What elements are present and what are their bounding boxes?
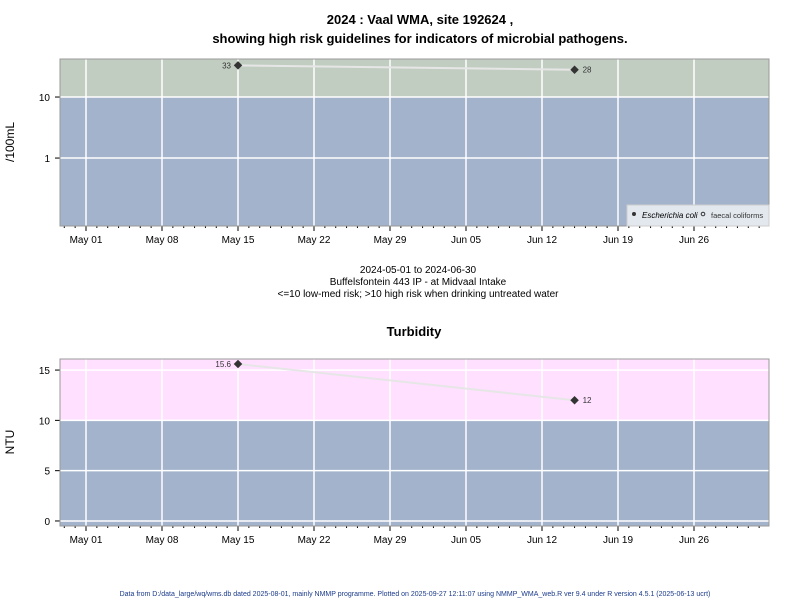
x-tick-label: Jun 12 (527, 235, 557, 246)
x-tick-label: May 01 (70, 235, 103, 246)
x-tick-label: May 15 (222, 535, 255, 546)
x-tick-label: Jun 05 (451, 235, 481, 246)
x-tick-label: May 15 (222, 235, 255, 246)
data-point (233, 61, 243, 70)
plot-frame (59, 358, 770, 527)
x-tick-label: Jun 05 (451, 535, 481, 546)
legend-item: Escherichia coli (642, 211, 698, 220)
y-tick-label: 10 (39, 93, 51, 104)
x-tick-label: May 22 (298, 235, 331, 246)
y-tick-label: 0 (44, 517, 50, 528)
x-tick-label: May 22 (298, 535, 331, 546)
x-tick-label: May 29 (374, 235, 407, 246)
x-tick-label: Jun 26 (679, 235, 709, 246)
chart-title-line1: 2024 : Vaal WMA, site 192624 , (327, 12, 513, 27)
data-label: 28 (583, 66, 592, 75)
legend-marker-open (700, 211, 706, 217)
series-line (237, 363, 575, 402)
y-tick-label: 5 (44, 467, 50, 478)
x-tick-label: May 08 (146, 235, 179, 246)
x-tick-label: May 08 (146, 535, 179, 546)
x-tick-label: Jun 12 (527, 535, 557, 546)
y-axis-label-1: /100mL (3, 122, 17, 162)
data-point (570, 396, 579, 405)
legend-box (626, 204, 770, 227)
legend-item: faecal coliforms (711, 211, 763, 220)
series-line (237, 64, 575, 71)
high-risk-band (60, 359, 769, 421)
data-label: 15.6 (215, 360, 231, 369)
y-tick-label: 15 (39, 366, 51, 377)
footer-note: Data from D:/data_large/wq/wms.db dated … (120, 591, 711, 598)
panel-turbidity: May 01 May 08 May 15 May 22 May 29 Jun 05 Jun … (39, 358, 770, 546)
subtitle-line2: Buffelsfontein 443 IP - at Midvaal Intak… (330, 277, 507, 288)
x-tick-label: Jun 19 (603, 535, 633, 546)
data-label: 12 (583, 396, 592, 405)
low-risk-band (60, 420, 769, 526)
y-tick-label: 1 (44, 154, 50, 165)
x-tick-label: Jun 19 (603, 235, 633, 246)
legend: Escherichia coli faecal coliforms (626, 204, 770, 227)
legend-marker-filled (632, 212, 636, 216)
x-tick-label: May 29 (374, 535, 407, 546)
panel-ecoli: May 01 May 08 May 15 May 22 May 29 Jun 05 Jun … (39, 58, 770, 246)
data-label: 33 (222, 61, 231, 70)
y-tick-label: 10 (39, 416, 51, 427)
data-point (233, 359, 243, 369)
x-tick-label: Jun 26 (679, 535, 709, 546)
subtitle-line3: <=10 low-med risk; >10 high risk when dr… (278, 289, 560, 300)
high-risk-band (60, 59, 769, 98)
y-axis-label-2: NTU (3, 430, 17, 455)
chart-title-line2: showing high risk guidelines for indicat… (212, 31, 627, 46)
plot-frame (59, 58, 770, 227)
subtitle-line1: 2024-05-01 to 2024-06-30 (360, 265, 477, 276)
x-tick-label: May 01 (70, 535, 103, 546)
chart-title-2: Turbidity (387, 324, 442, 339)
